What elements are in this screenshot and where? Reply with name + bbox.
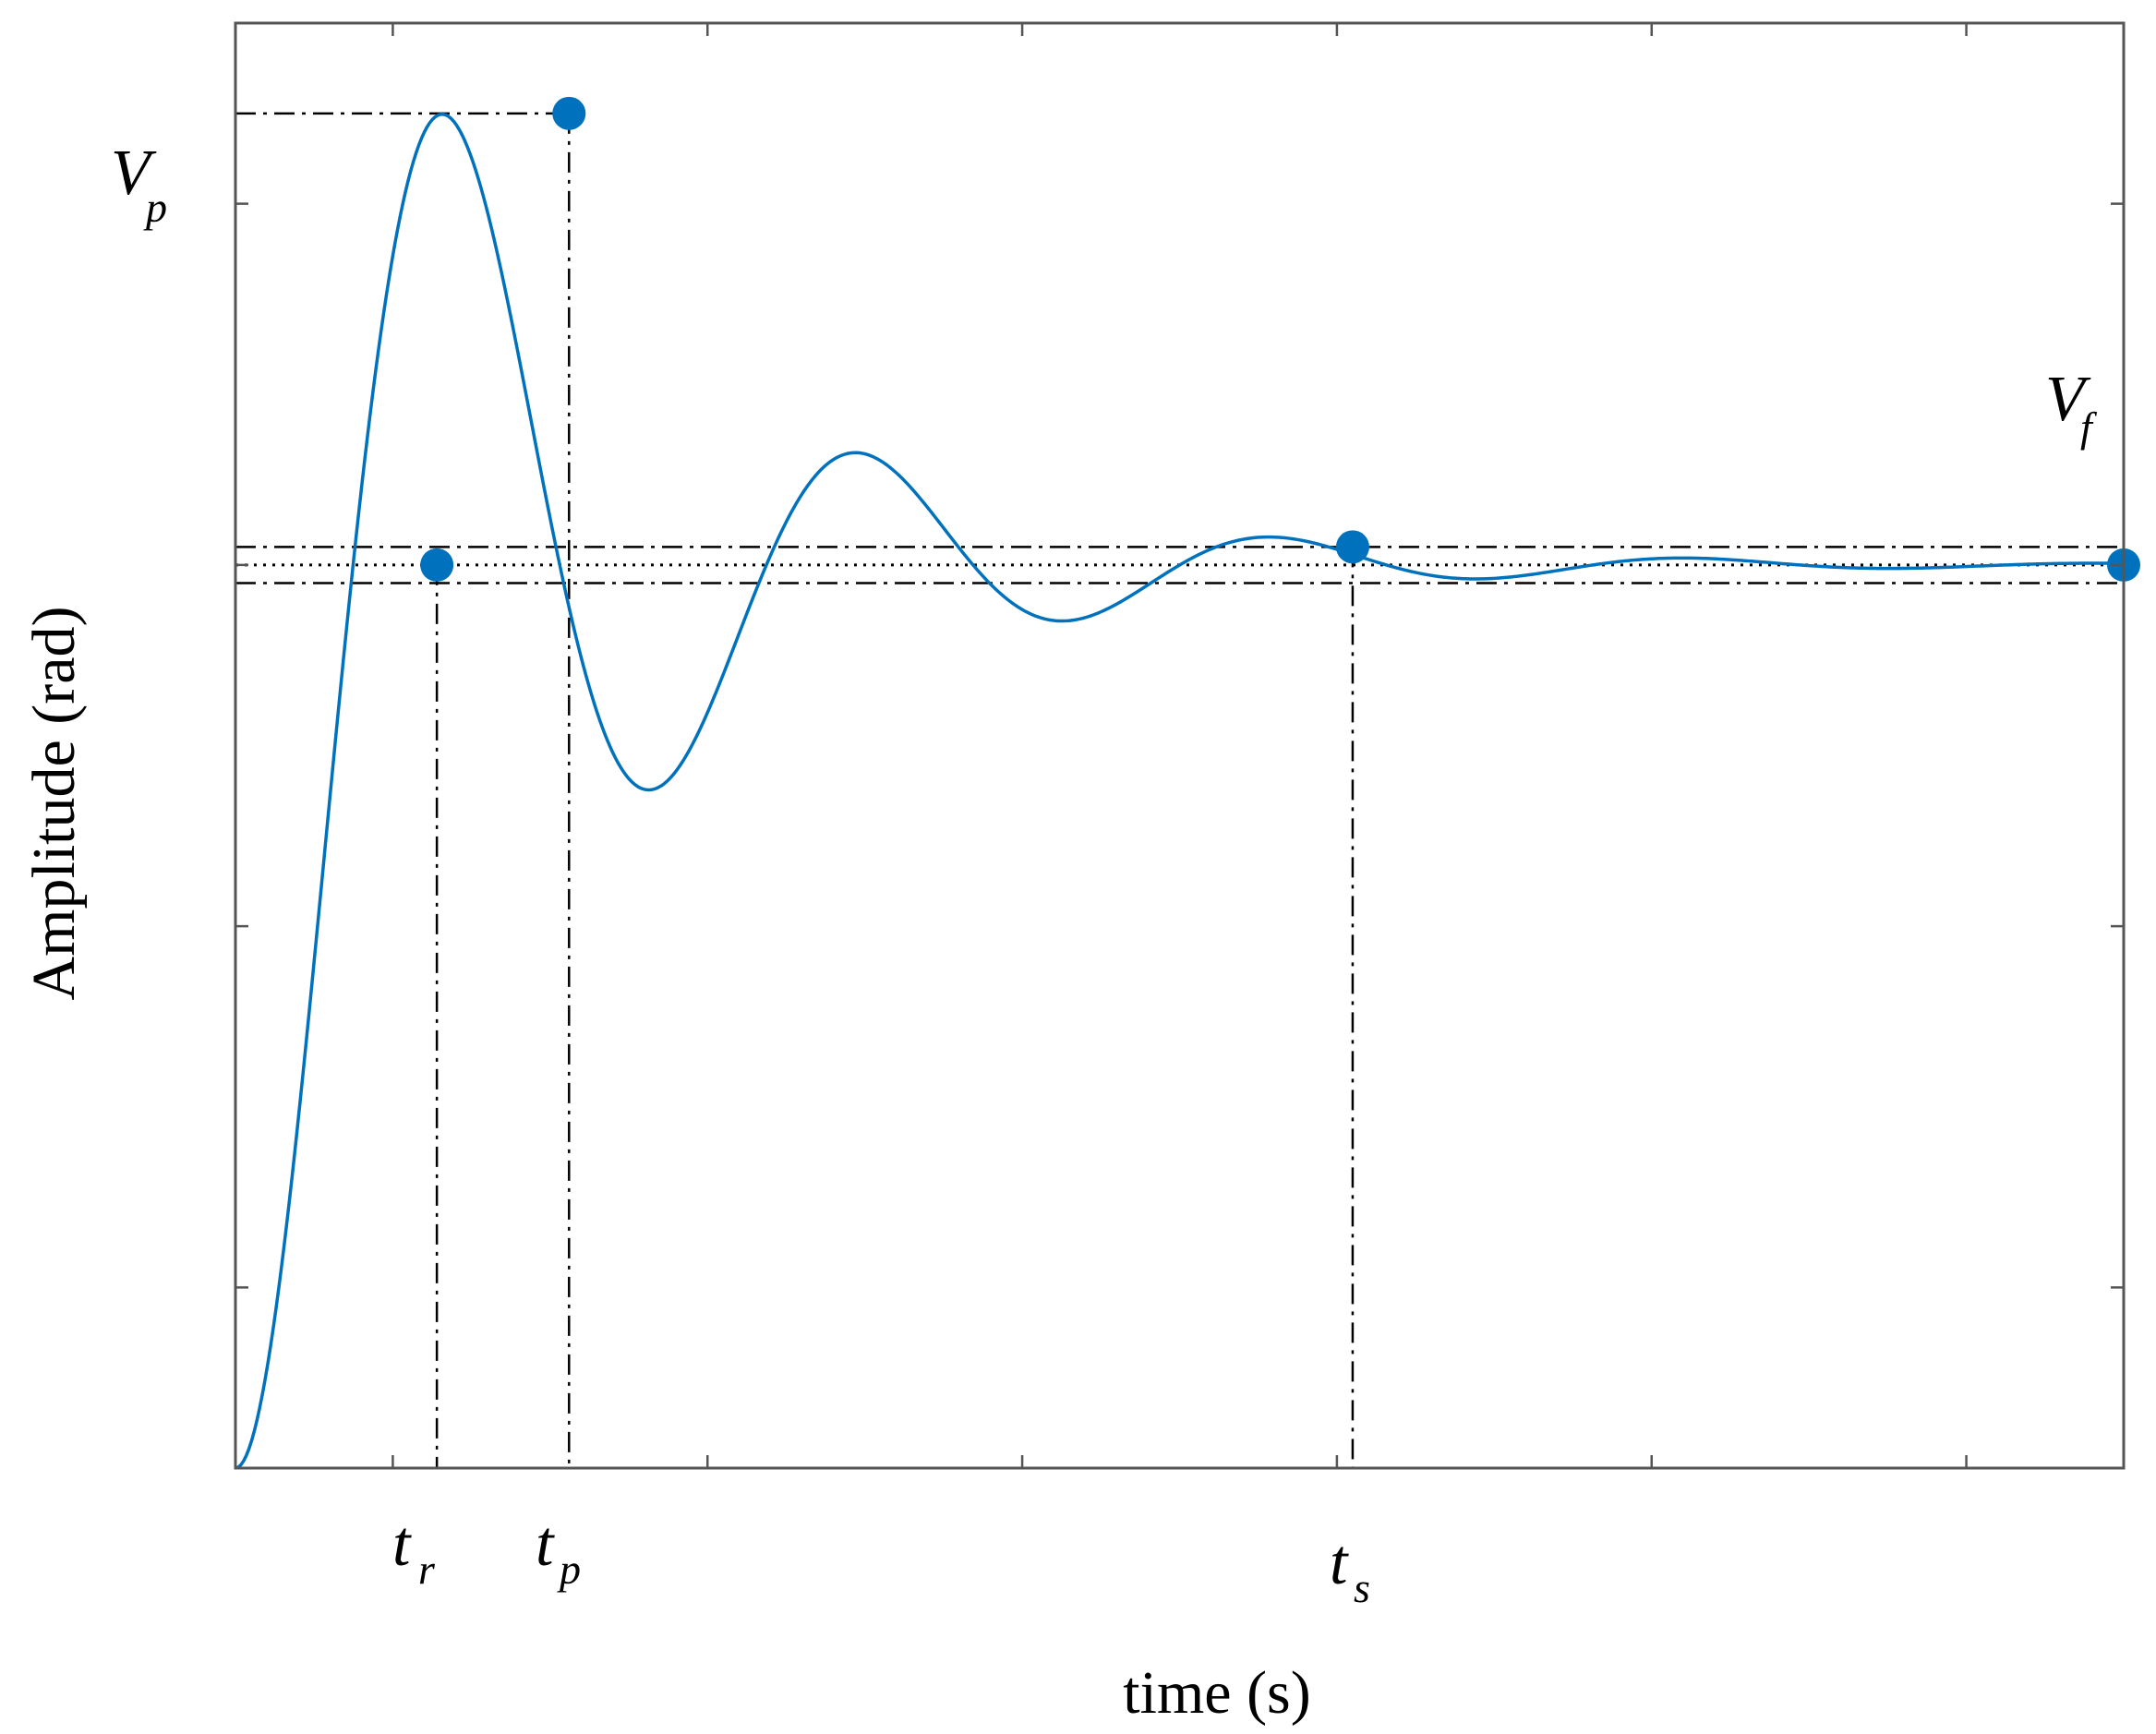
tp-label: t p [536,1509,581,1593]
tr-label-sub: r [418,1546,436,1593]
ts-label-main: t [1330,1527,1349,1598]
tp-label-sub: p [557,1546,581,1593]
tr-label-main: t [392,1509,412,1580]
plot-area-frame [234,21,2126,1470]
settle-point-marker [1335,530,1369,564]
tr-label: t r [392,1509,436,1593]
peak-point-marker [552,96,586,130]
tp-label-main: t [536,1509,555,1580]
y-axis-label: Amplitude (rad) [20,606,88,1000]
vp-label-sub: p [143,184,167,231]
ts-label-sub: s [1354,1564,1370,1611]
x-axis-label: time (s) [1123,1659,1310,1727]
vf-label-main: V [2045,364,2091,435]
series-step-response-line [235,113,2125,1470]
plot-axes [234,21,2126,1470]
ts-label: t s [1330,1527,1370,1611]
vp-label: V p [111,138,167,231]
rise-point-marker [420,548,454,582]
vp-label-main: V [111,138,157,209]
